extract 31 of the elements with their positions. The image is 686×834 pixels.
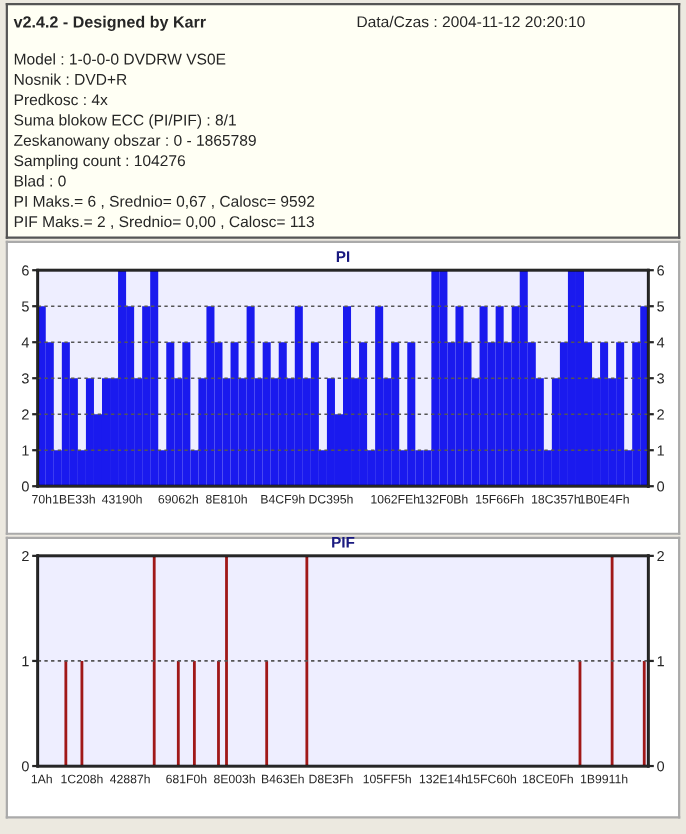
bar xyxy=(150,270,159,487)
bar xyxy=(310,342,319,487)
bar xyxy=(230,342,239,487)
bar xyxy=(118,270,127,487)
bar xyxy=(102,378,111,487)
bar xyxy=(575,270,584,487)
bar xyxy=(262,342,271,487)
bar xyxy=(375,306,384,487)
bar xyxy=(567,270,576,487)
bar xyxy=(278,342,287,487)
bar xyxy=(359,342,368,487)
bar xyxy=(495,306,504,487)
bar xyxy=(61,342,70,487)
bar xyxy=(166,342,175,487)
bar xyxy=(294,306,303,487)
bar xyxy=(326,378,335,487)
bar xyxy=(479,306,488,487)
bar xyxy=(407,342,416,487)
bar xyxy=(246,306,255,487)
bar xyxy=(600,342,609,487)
bar xyxy=(616,342,625,487)
bar xyxy=(182,342,191,487)
bar xyxy=(206,306,215,487)
bar xyxy=(343,306,352,487)
bar xyxy=(439,270,448,487)
bar xyxy=(519,270,528,487)
text: v2.4.2 - Designed by Karr xyxy=(13,15,206,31)
bar xyxy=(391,342,400,487)
bar xyxy=(455,306,464,487)
bar xyxy=(85,378,94,487)
bar xyxy=(431,270,440,487)
